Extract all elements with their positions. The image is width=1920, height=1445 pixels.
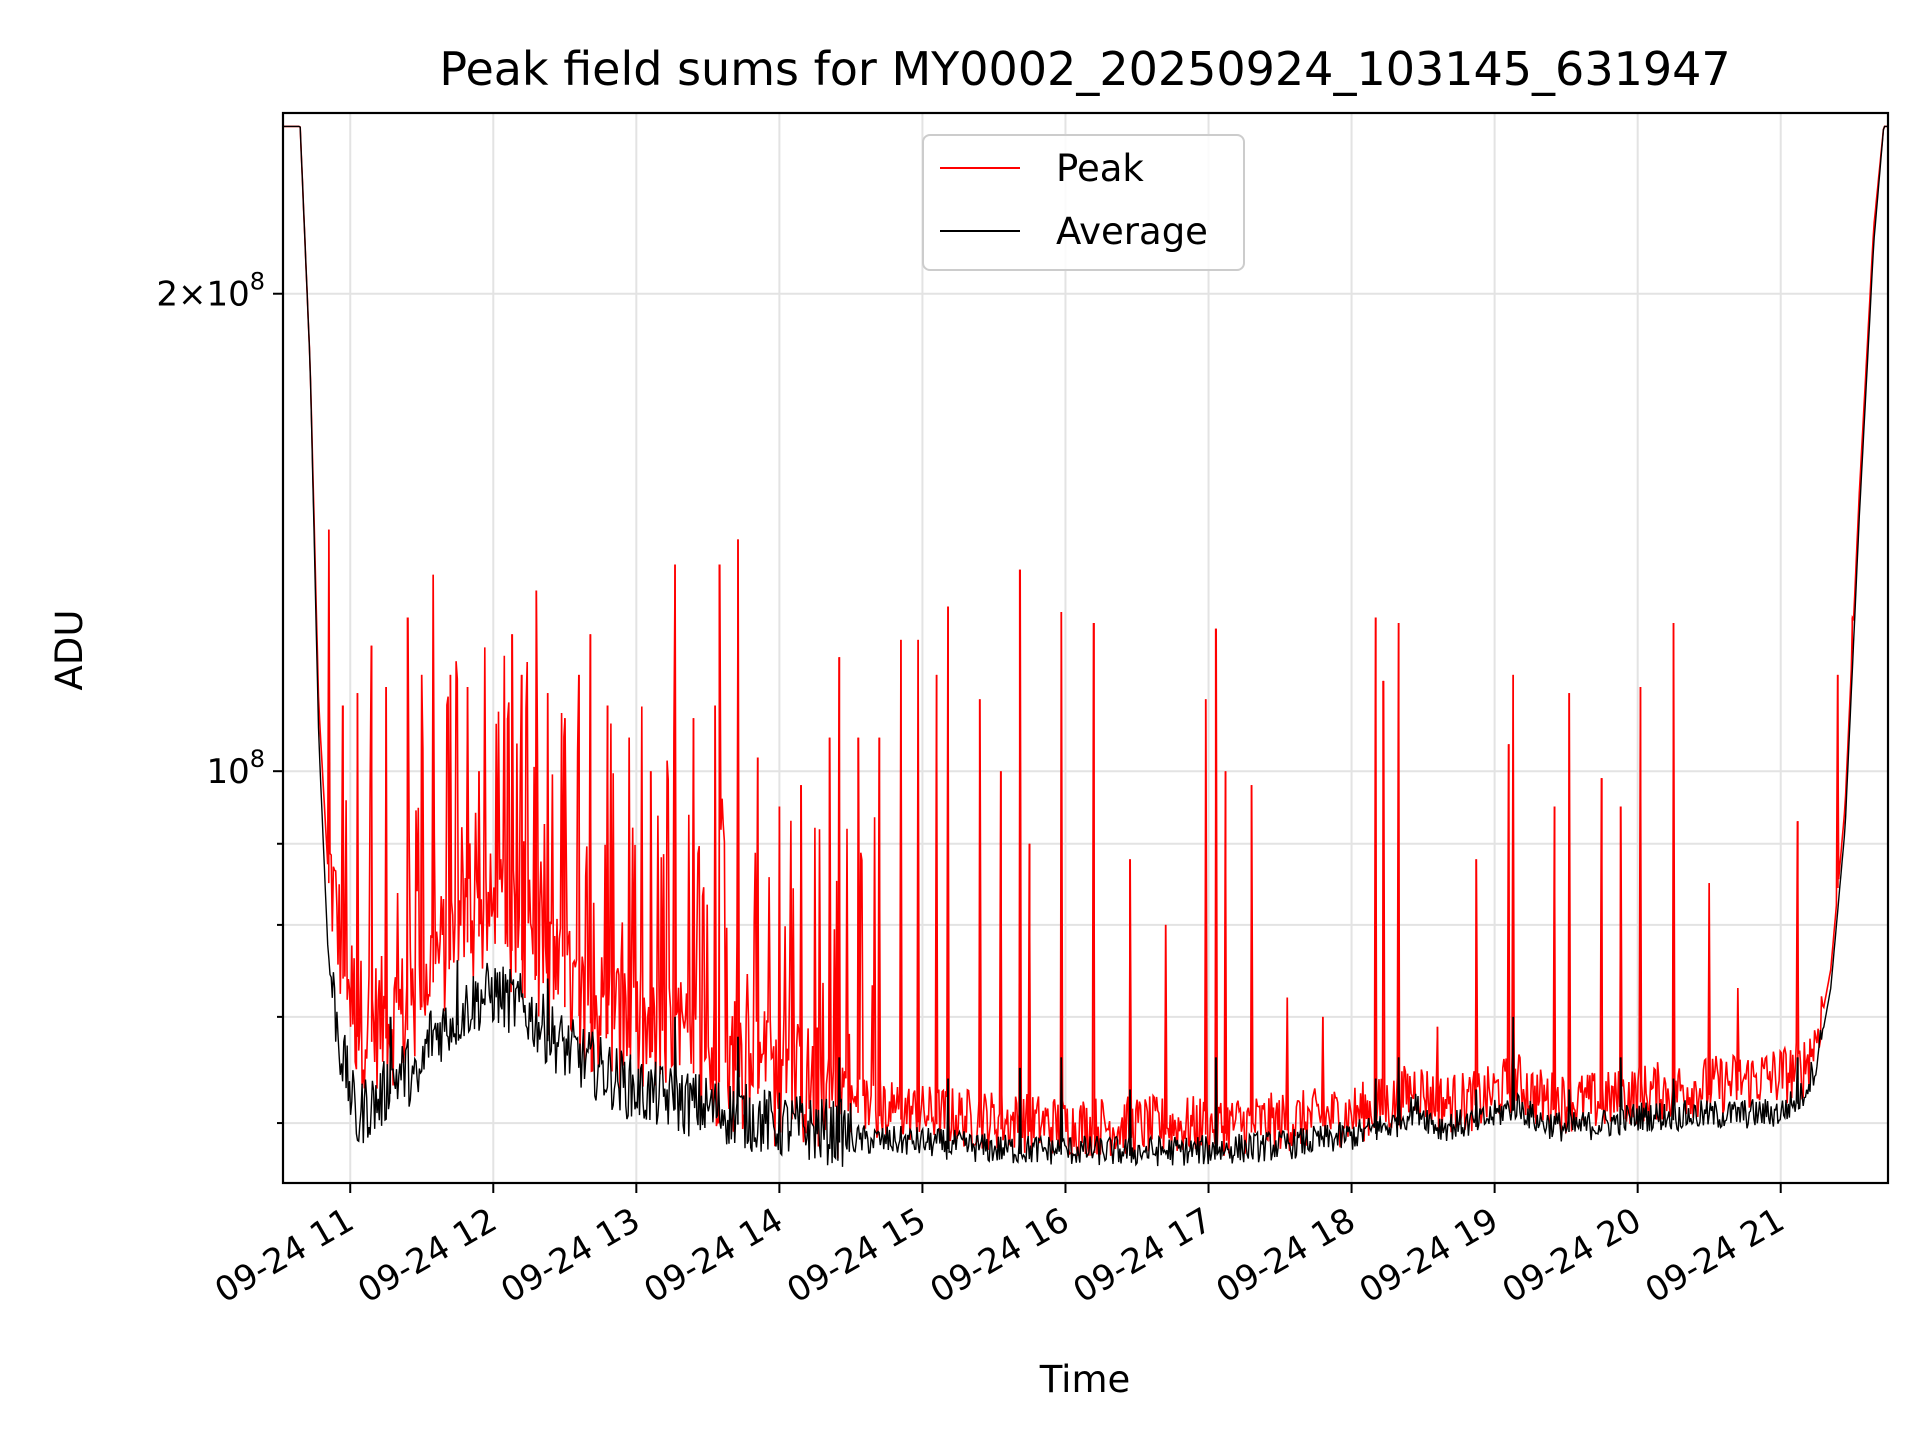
y-tick-label: 2×108 <box>156 268 265 315</box>
x-tick-label: 09-24 21 <box>1639 1200 1791 1311</box>
legend-label-average: Average <box>1056 210 1208 253</box>
y-tick-label: 108 <box>206 745 265 792</box>
series-average <box>283 125 1888 1167</box>
x-tick-label: 09-24 17 <box>1067 1200 1219 1311</box>
y-axis: 108 2×108 <box>156 268 283 1125</box>
x-tick-label: 09-24 11 <box>208 1200 360 1311</box>
x-tick-label: 09-24 18 <box>1210 1200 1362 1311</box>
x-axis-label: Time <box>1039 1358 1131 1401</box>
legend: Peak Average <box>922 134 1245 271</box>
series-layer <box>283 125 1888 1167</box>
average-trace <box>283 125 1888 1167</box>
legend-label-peak: Peak <box>1056 147 1144 190</box>
x-tick-label: 09-24 12 <box>351 1200 503 1311</box>
plot-frame <box>281 111 1890 1185</box>
x-tick-label: 09-24 14 <box>637 1200 789 1311</box>
y-axis-label: ADU <box>48 610 91 691</box>
x-tick-label: 09-24 16 <box>924 1200 1076 1311</box>
x-tick-label: 09-24 13 <box>494 1200 646 1311</box>
chart-title: Peak field sums for MY0002_20250924_1031… <box>439 42 1730 96</box>
series-peak <box>283 125 1888 1159</box>
x-tick-label: 09-24 19 <box>1353 1200 1505 1311</box>
x-tick-label: 09-24 15 <box>781 1200 933 1311</box>
grid-layer <box>283 113 1888 1183</box>
x-tick-label: 09-24 20 <box>1496 1200 1648 1311</box>
